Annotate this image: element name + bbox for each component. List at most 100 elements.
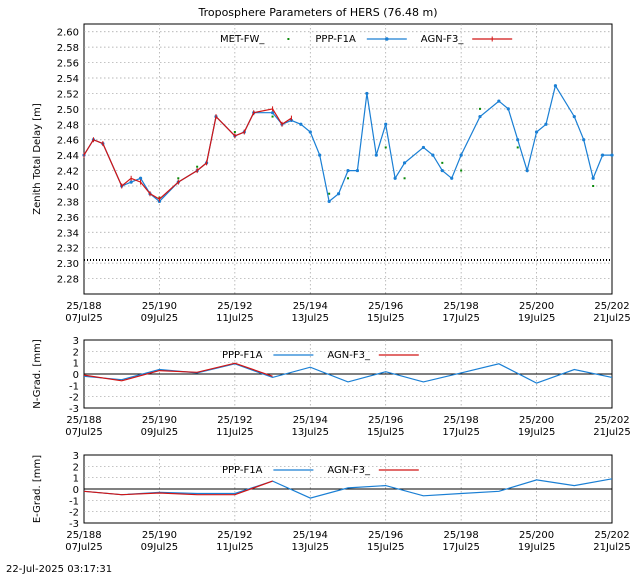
series-point-ppp-f1a: [572, 114, 576, 119]
series-point-met-fw: [403, 177, 406, 180]
y-tick-label: 2.52: [57, 89, 79, 100]
y-tick-label: 2.58: [57, 43, 79, 54]
y-tick-label: 2: [73, 462, 79, 473]
x-tick-label-date: 11Jul25: [216, 542, 254, 553]
series-point-ppp-f1a: [497, 99, 501, 103]
y-tick-label: 2.48: [57, 120, 79, 131]
x-tick-label-date: 21Jul25: [593, 313, 631, 324]
legend-label: MET-FW_: [220, 34, 265, 45]
chart-title: Troposphere Parameters of HERS (76.48 m): [197, 6, 437, 19]
series-point-met-fw: [347, 177, 349, 180]
y-tick-label: 2.28: [57, 275, 79, 286]
series-point-ppp-f1a: [346, 168, 350, 173]
x-tick-label-doy: 25/194: [293, 301, 328, 312]
series-point-ppp-f1a: [327, 199, 331, 204]
y-tick-label: 2.54: [57, 74, 79, 85]
footer-timestamp: 22-Jul-2025 03:17:31: [6, 564, 112, 575]
series-point-ppp-f1a: [384, 122, 388, 126]
x-tick-label-date: 09Jul25: [141, 542, 179, 553]
x-tick-label-date: 15Jul25: [367, 313, 405, 324]
legend-label: PPP-F1A: [222, 465, 263, 476]
series-point-met-fw: [516, 146, 519, 149]
y-tick-label: 2.40: [57, 182, 79, 193]
x-tick-label-doy: 25/188: [66, 301, 101, 312]
y-tick-label: 2.46: [57, 136, 79, 147]
legend-label: PPP-F1A: [222, 350, 263, 361]
series-point-ppp-f1a: [318, 153, 322, 157]
x-tick-label-date: 11Jul25: [216, 313, 254, 324]
series-line-agn-f3: [83, 362, 273, 382]
x-tick-label-doy: 25/190: [142, 301, 177, 312]
x-tick-label-date: 15Jul25: [367, 542, 405, 553]
y-tick-label: 0: [73, 485, 79, 496]
series-point-ppp-f1a: [308, 130, 312, 134]
y-axis-label: Zenith Total Delay [m]: [32, 103, 43, 215]
series-point-met-fw: [441, 161, 444, 164]
y-tick-label: 2.56: [57, 59, 79, 70]
series-point-ppp-f1a: [459, 153, 463, 157]
series-point-met-fw: [592, 185, 595, 187]
y-tick-label: 2: [73, 347, 79, 358]
x-tick-label-doy: 25/198: [444, 415, 479, 426]
y-tick-label: 2.34: [57, 228, 79, 239]
series-point-ppp-f1a: [450, 176, 454, 180]
series-point-ppp-f1a: [299, 122, 303, 126]
x-tick-label-doy: 25/200: [519, 415, 554, 426]
x-tick-label-date: 19Jul25: [518, 427, 556, 438]
series-line-ppp-f1a: [83, 478, 613, 499]
x-tick-label-doy: 25/196: [368, 301, 403, 312]
y-tick-label: -1: [69, 496, 79, 507]
series-line-ppp-f1a: [83, 363, 613, 384]
y-tick-label: 2.36: [57, 213, 79, 224]
y-axis-label: N-Grad. [mm]: [32, 339, 43, 409]
series-point-ppp-f1a: [336, 192, 341, 196]
series-point-ppp-f1a: [355, 168, 360, 173]
series-point-ppp-f1a: [421, 145, 426, 150]
y-axis-label: E-Grad. [mm]: [32, 455, 43, 523]
x-tick-label-doy: 25/198: [444, 530, 479, 541]
y-tick-label: -3: [69, 519, 79, 530]
series-line-ppp-f1a: [83, 84, 612, 203]
series-point-ppp-f1a: [525, 168, 529, 173]
x-tick-label-date: 17Jul25: [442, 427, 480, 438]
x-tick-label-doy: 25/188: [66, 530, 101, 541]
y-tick-label: 2.42: [57, 167, 79, 178]
y-tick-label: 0: [73, 370, 79, 381]
series-point-met-fw: [479, 107, 481, 110]
series-point-met-fw: [328, 192, 331, 195]
y-tick-label: 1: [73, 359, 79, 370]
series-point-met-fw: [196, 165, 199, 168]
x-tick-label-doy: 25/202: [594, 415, 629, 426]
x-tick-label-doy: 25/200: [519, 301, 554, 312]
series-point-ppp-f1a: [610, 153, 614, 157]
series-point-ppp-f1a: [138, 176, 143, 180]
series-point-met-fw: [460, 169, 463, 172]
series-point-ppp-f1a: [478, 114, 482, 119]
series-point-ppp-f1a: [591, 176, 595, 180]
series-point-met-fw: [233, 131, 236, 133]
x-tick-label-doy: 25/202: [594, 301, 629, 312]
y-tick-label: 2.50: [57, 105, 79, 116]
series-point-ppp-f1a: [431, 153, 435, 157]
series-point-ppp-f1a: [544, 122, 548, 126]
x-tick-label-date: 13Jul25: [292, 313, 330, 324]
y-tick-label: 2.60: [57, 28, 79, 39]
y-tick-label: -3: [69, 404, 79, 415]
x-tick-label-doy: 25/190: [142, 415, 177, 426]
x-tick-label-doy: 25/196: [368, 530, 403, 541]
x-tick-label-date: 15Jul25: [367, 427, 405, 438]
x-tick-label-date: 07Jul25: [65, 542, 103, 553]
x-tick-label-doy: 25/198: [444, 301, 479, 312]
x-tick-label-doy: 25/194: [293, 530, 328, 541]
legend-key: [287, 38, 290, 40]
legend-label: PPP-F1A: [315, 34, 356, 45]
legend-label: AGN-F3_: [327, 350, 371, 361]
x-tick-label-date: 09Jul25: [141, 313, 179, 324]
x-tick-label-date: 07Jul25: [65, 427, 103, 438]
x-tick-label-doy: 25/192: [217, 415, 252, 426]
x-tick-label-date: 11Jul25: [216, 427, 254, 438]
x-tick-label-date: 13Jul25: [292, 542, 330, 553]
y-tick-label: 2.38: [57, 197, 79, 208]
x-tick-label-date: 17Jul25: [442, 313, 480, 324]
